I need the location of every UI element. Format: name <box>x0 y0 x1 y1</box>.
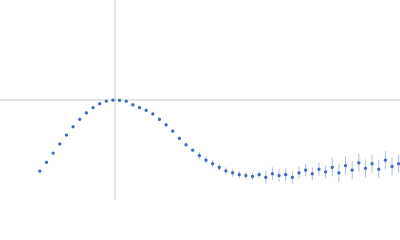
data-point <box>370 162 374 166</box>
page: {"chart_data": { "type": "scatter", "col… <box>0 0 400 200</box>
data-point <box>58 142 62 146</box>
data-point <box>191 148 195 152</box>
data-point <box>51 151 55 155</box>
data-point <box>184 143 188 147</box>
data-point <box>270 172 275 176</box>
data-point <box>224 169 228 173</box>
data-point <box>257 173 261 177</box>
data-point <box>297 171 301 175</box>
data-point <box>237 173 241 177</box>
data-point <box>171 129 175 133</box>
data-point <box>111 98 115 102</box>
data-point <box>197 154 201 158</box>
data-point <box>137 106 142 110</box>
data-point <box>250 174 255 179</box>
data-point <box>157 117 162 121</box>
data-point <box>383 158 387 162</box>
data-point <box>323 170 328 174</box>
data-point <box>211 162 215 166</box>
data-point <box>204 158 208 162</box>
data-point <box>104 99 108 103</box>
data-point <box>164 123 168 127</box>
data-point <box>91 106 95 110</box>
data-point <box>304 168 308 172</box>
data-point <box>118 98 122 102</box>
data-point <box>397 162 400 166</box>
data-point <box>390 164 394 169</box>
data-point <box>144 108 148 112</box>
data-point <box>230 171 235 175</box>
data-point <box>38 169 42 173</box>
data-point <box>98 102 102 106</box>
data-point <box>377 167 381 171</box>
data-point <box>71 125 75 129</box>
data-point <box>277 173 281 178</box>
chart <box>0 0 400 200</box>
data-point <box>264 175 268 179</box>
data-point <box>151 112 155 116</box>
data-point <box>217 165 221 169</box>
data-point <box>131 103 135 107</box>
data-point <box>337 171 341 175</box>
data-point <box>177 136 182 141</box>
data-point <box>284 173 288 177</box>
data-point <box>343 163 348 168</box>
data-point <box>317 167 321 171</box>
data-point <box>357 161 361 165</box>
data-point <box>84 111 88 115</box>
data-point <box>244 173 248 178</box>
data-point <box>363 166 368 170</box>
data-point <box>350 168 354 172</box>
data-point <box>78 117 82 121</box>
data-point <box>64 133 69 137</box>
data-point <box>44 160 49 164</box>
data-point <box>124 99 128 103</box>
data-point <box>310 172 314 176</box>
data-point <box>290 175 294 179</box>
data-point <box>330 165 334 169</box>
